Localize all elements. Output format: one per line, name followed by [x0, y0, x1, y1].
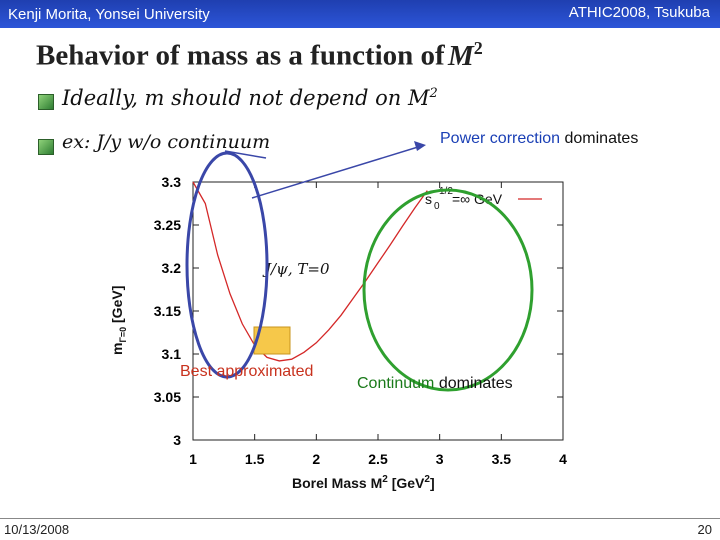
x-tick-label: 3 [436, 451, 444, 467]
bullet-ideally: Ideally, m should not depend on M2 [62, 86, 438, 110]
slide-number: 20 [697, 522, 712, 537]
title-superscript: 2 [473, 38, 483, 58]
x-tick-label: 4 [559, 451, 567, 467]
bullet-icon [38, 94, 54, 110]
bullet-ideally-sup: 2 [429, 86, 438, 101]
x-tick-label: 1.5 [245, 451, 265, 467]
annotation-best-approximated: Best approximated [180, 363, 314, 380]
annotation-continuum: Continuum dominates [357, 375, 513, 393]
legend-label: s [425, 191, 432, 207]
power-correction-label: Power correction [440, 130, 561, 147]
x-tick-label: 2 [312, 451, 320, 467]
y-tick-label: 3.1 [162, 346, 182, 362]
y-axis-label: mΓ=0 [GeV] [109, 286, 128, 355]
arrow-head [414, 141, 426, 151]
legend-sub: 0 [434, 201, 440, 212]
title-text: Behavior of mass as a function of [36, 39, 445, 72]
y-tick-label: 3.2 [162, 260, 182, 276]
y-tick-label: 3.15 [154, 303, 181, 319]
header-conference: ATHIC2008, Tsukuba [568, 4, 710, 21]
arrow-to-ellipse [224, 150, 267, 159]
bullet-example: ex: J/y w/o continuum [62, 131, 271, 153]
continuum-dominates-label: dominates [434, 375, 513, 392]
bullet-icon [38, 139, 54, 155]
arrow-to-annotation [251, 146, 419, 199]
footer-divider [0, 518, 720, 519]
y-tick-label: 3.3 [162, 174, 182, 190]
legend-text: =∞ GeV [452, 191, 503, 207]
power-correction-ellipse [185, 151, 269, 379]
header-bar [0, 0, 720, 28]
continuum-label: Continuum [357, 375, 435, 392]
chart-inner-label: J/ψ, T=0 [262, 260, 330, 278]
x-tick-label: 3.5 [492, 451, 512, 467]
x-tick-label: 2.5 [368, 451, 388, 467]
chart-series-line [192, 181, 428, 362]
y-tick-label: 3.25 [154, 217, 181, 233]
title-symbol: M [447, 39, 474, 72]
y-tick-label: 3.05 [154, 389, 181, 405]
power-dominates-label: dominates [560, 130, 639, 147]
header-author: Kenji Morita, Yonsei University [8, 6, 210, 23]
slide-title: Behavior of mass as a function of M2 [36, 38, 483, 73]
x-tick-label: 1 [189, 451, 197, 467]
y-tick-label: 3 [173, 432, 181, 448]
annotation-power-correction: Power correction dominates [440, 130, 638, 148]
x-axis-label: Borel Mass M2 [GeV2] [292, 474, 435, 491]
bullet-ideally-text: Ideally, m should not depend on M [62, 86, 430, 110]
footer-date: 10/13/2008 [4, 522, 70, 537]
continuum-ellipse [362, 188, 534, 392]
